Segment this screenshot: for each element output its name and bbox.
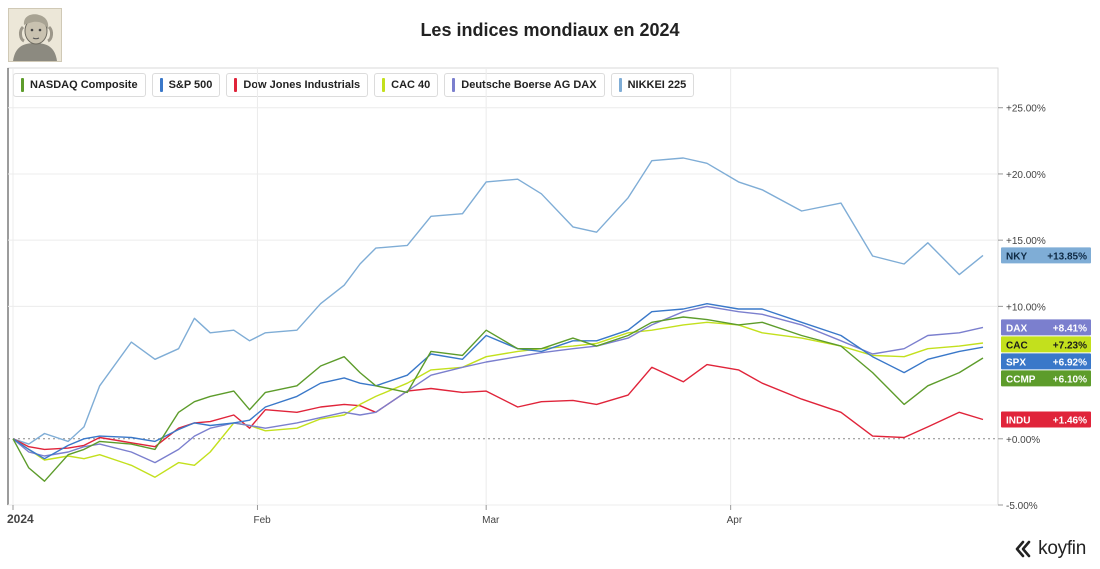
- x-tick-label: Apr: [727, 515, 743, 526]
- legend-item-dax[interactable]: Deutsche Boerse AG DAX: [444, 73, 605, 97]
- legend-item-indu[interactable]: Dow Jones Industrials: [226, 73, 369, 97]
- end-tag-value: +6.92%: [1053, 357, 1087, 368]
- series-line-nky: [12, 157, 984, 445]
- end-tag-ticker: INDU: [1006, 415, 1030, 426]
- end-tag-ticker: DAX: [1006, 323, 1027, 334]
- legend-swatch: [234, 78, 238, 92]
- legend-swatch: [382, 78, 386, 92]
- end-tag-ticker: SPX: [1006, 357, 1026, 368]
- legend-label: NASDAQ Composite: [30, 79, 138, 91]
- chart-legend: NASDAQ Composite S&P 500 Dow Jones Industr…: [13, 73, 695, 97]
- end-tag-box: [1001, 353, 1091, 370]
- legend-item-ccmp[interactable]: NASDAQ Composite: [13, 73, 146, 97]
- y-tick-label: +20.00%: [1006, 170, 1046, 181]
- end-tag-box: [1001, 247, 1091, 264]
- legend-item-cac[interactable]: CAC 40: [374, 73, 439, 97]
- end-tag-dax: DAX +8.41%: [1001, 319, 1091, 336]
- plot-frame: [7, 67, 999, 506]
- end-tag-value: +1.46%: [1053, 415, 1087, 426]
- y-tick-label: +15.00%: [1006, 236, 1046, 247]
- x-tick-label: Mar: [482, 515, 500, 526]
- series-line-ccmp: [12, 316, 984, 482]
- legend-swatch: [618, 78, 622, 92]
- x-tick-label: Feb: [253, 515, 271, 526]
- end-tag-ticker: CAC: [1006, 340, 1028, 351]
- legend-item-spx[interactable]: S&P 500: [151, 73, 221, 97]
- series-line-spx: [12, 303, 984, 460]
- legend-label: S&P 500: [168, 79, 213, 91]
- legend-label: Deutsche Boerse AG DAX: [461, 79, 597, 91]
- brand-name: koyfin: [1038, 538, 1086, 559]
- end-tag-value: +13.85%: [1047, 251, 1087, 262]
- legend-swatch: [452, 78, 456, 92]
- end-tag-box: [1001, 319, 1091, 336]
- end-tag-ccmp: CCMP +6.10%: [1001, 370, 1091, 387]
- portrait-engraving-icon: [8, 8, 62, 62]
- series-line-dax: [12, 305, 984, 464]
- end-tag-ticker: NKY: [1006, 251, 1027, 262]
- legend-item-nky[interactable]: NIKKEI 225: [610, 73, 695, 97]
- end-tag-value: +7.23%: [1053, 340, 1087, 351]
- legend-swatch: [21, 78, 24, 92]
- y-tick-label: +10.00%: [1006, 302, 1046, 313]
- series-line-indu: [12, 363, 984, 451]
- legend-label: NIKKEI 225: [627, 79, 687, 91]
- y-tick-label: -5.00%: [1006, 501, 1038, 512]
- y-tick-label: +0.00%: [1006, 435, 1040, 446]
- legend-swatch: [159, 78, 163, 92]
- end-tag-ticker: CCMP: [1006, 374, 1036, 385]
- koyfin-logo-icon: [1015, 540, 1031, 558]
- end-tag-box: [1001, 411, 1091, 428]
- series-line-cac: [12, 321, 984, 478]
- x-tick-label: 2024: [7, 512, 34, 526]
- legend-label: Dow Jones Industrials: [243, 79, 361, 91]
- y-tick-label: +25.00%: [1006, 104, 1046, 115]
- end-tag-value: +8.41%: [1053, 323, 1087, 334]
- end-tag-spx: SPX +6.92%: [1001, 353, 1091, 370]
- page-title: Les indices mondiaux en 2024: [420, 20, 680, 40]
- end-tag-nky: NKY +13.85%: [1001, 247, 1091, 264]
- end-tag-box: [1001, 370, 1091, 387]
- brand-logo: koyfin: [1014, 538, 1086, 560]
- end-tag-value: +6.10%: [1053, 374, 1087, 385]
- legend-label: CAC 40: [391, 79, 431, 91]
- end-tag-cac: CAC +7.23%: [1001, 336, 1091, 353]
- end-tag-box: [1001, 336, 1091, 353]
- end-tag-indu: INDU +1.46%: [1001, 411, 1091, 428]
